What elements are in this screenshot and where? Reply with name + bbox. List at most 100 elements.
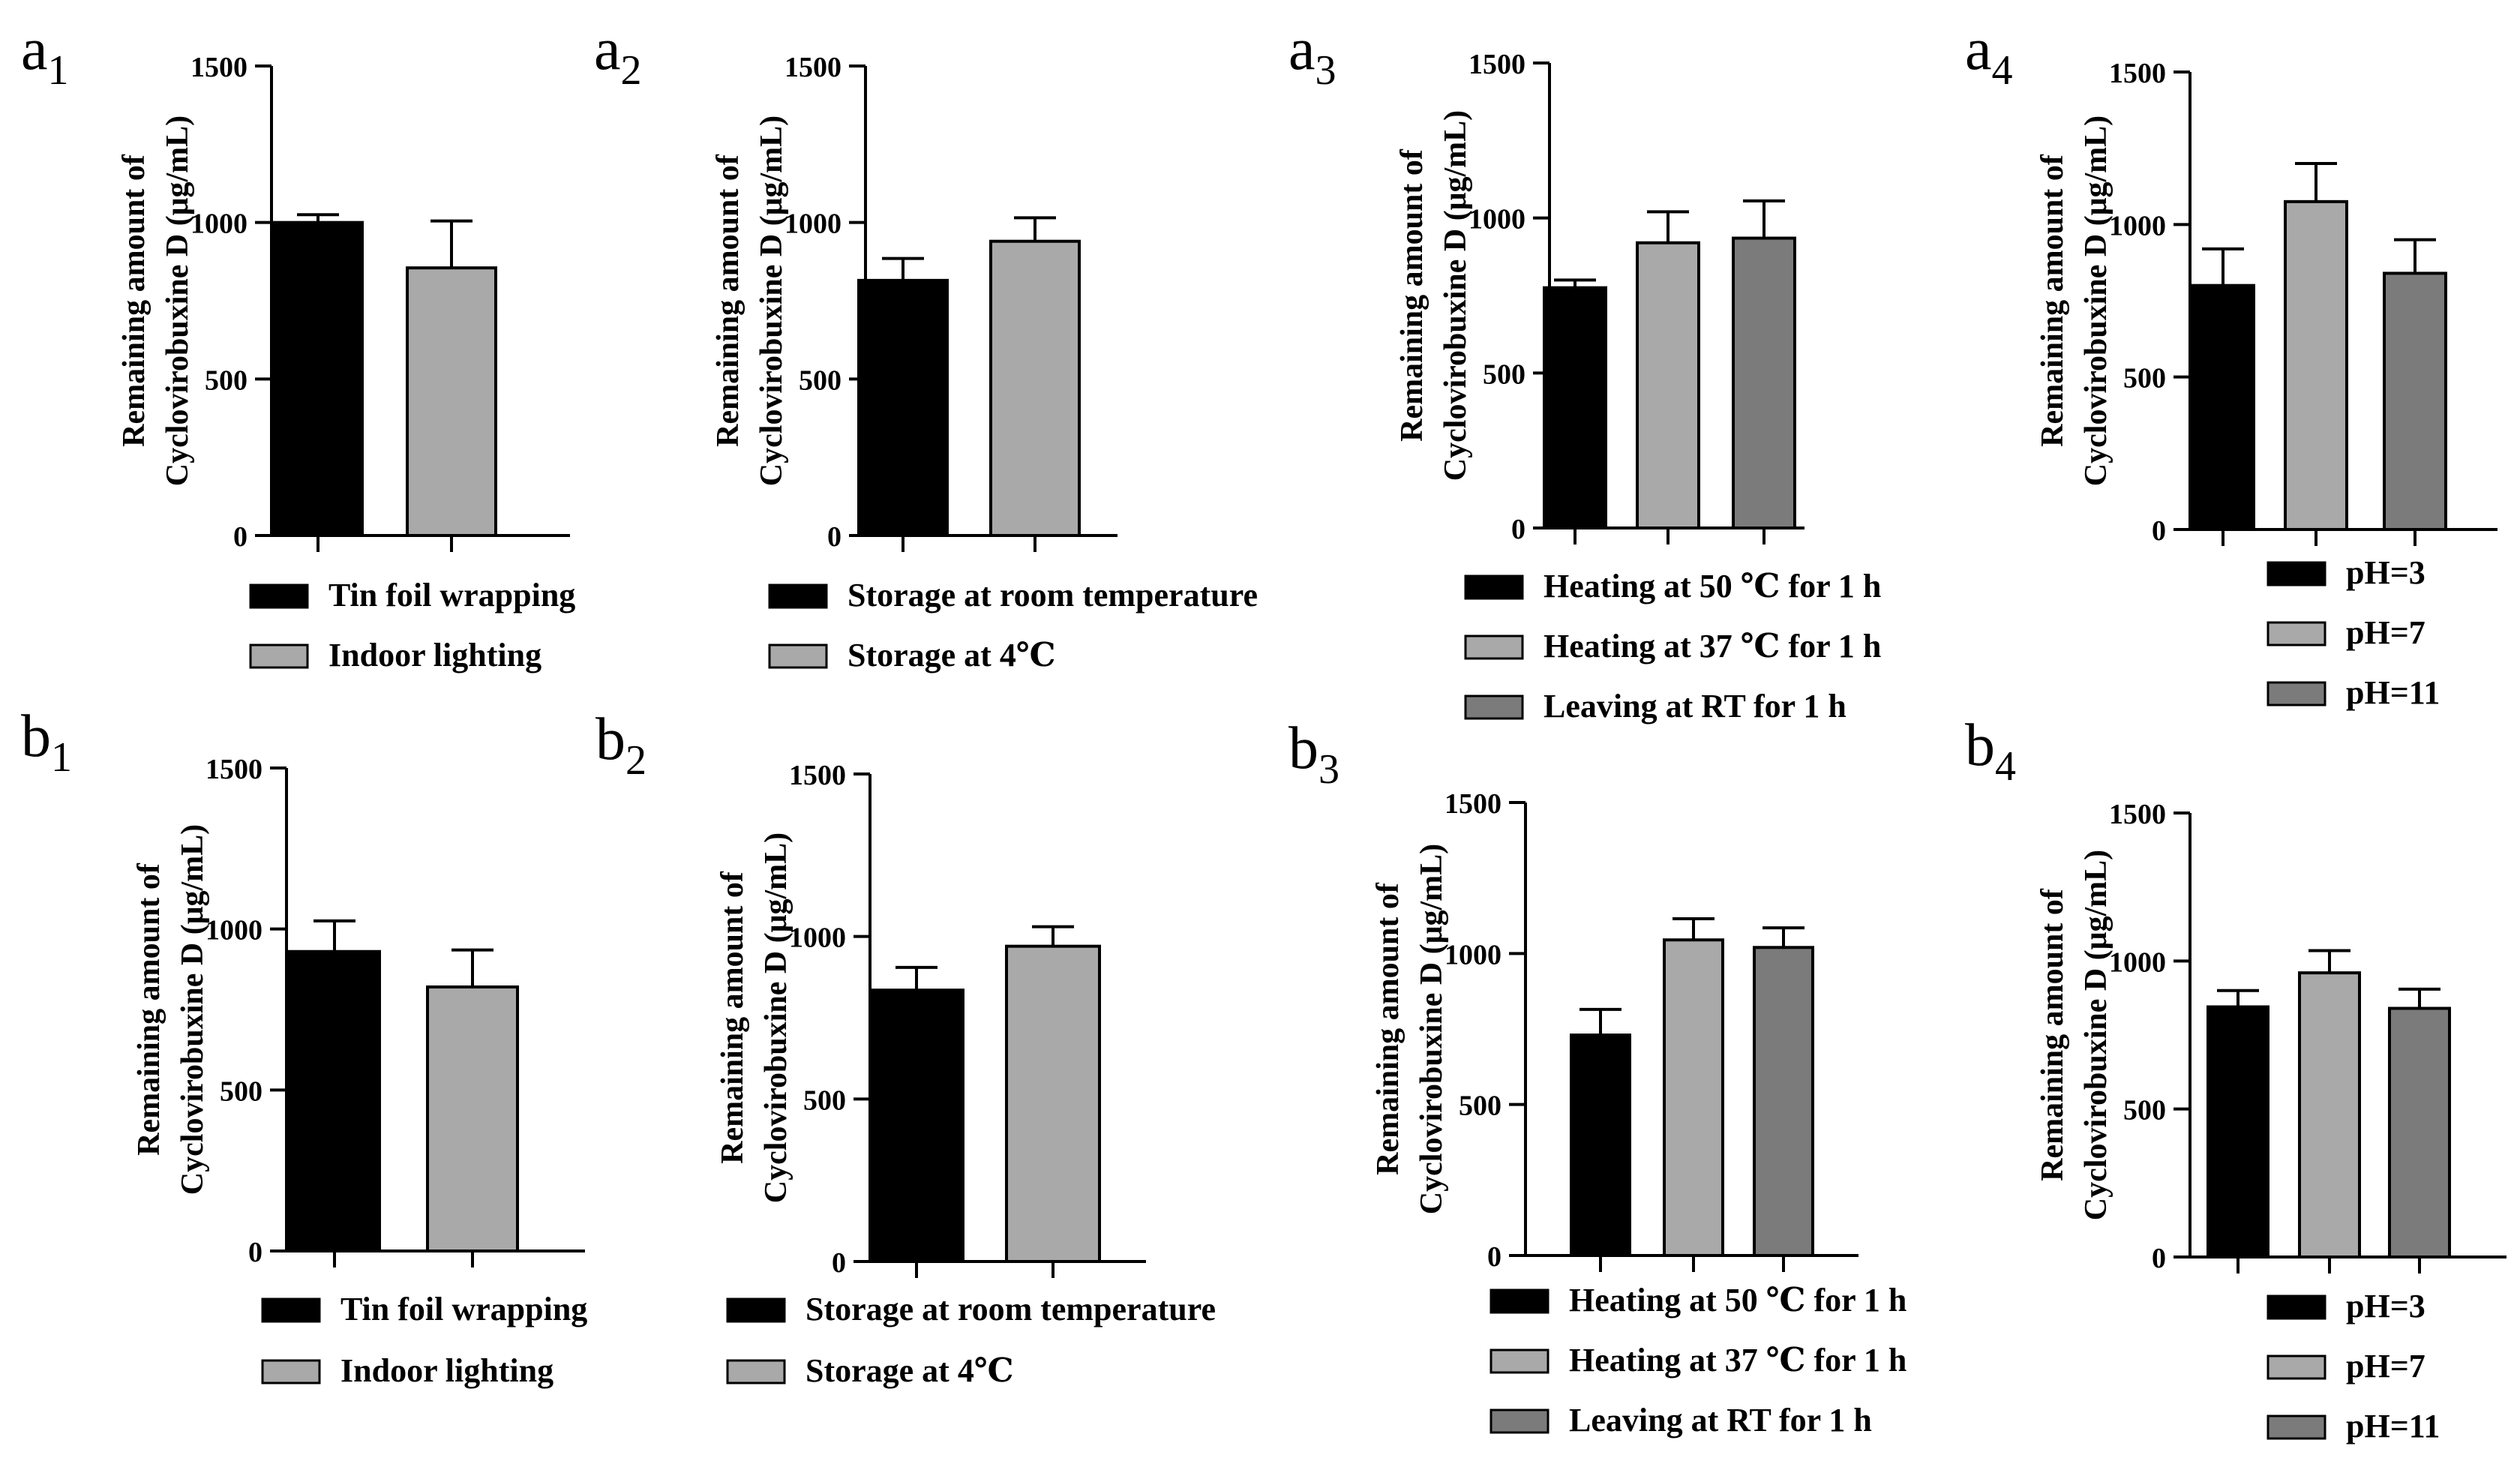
y-tick-label-a4: 1500 (2109, 58, 2166, 89)
bar-a2-2 (989, 239, 1081, 537)
bar-b4-2 (2298, 971, 2361, 1258)
legend-swatch-a2-1 (768, 584, 828, 609)
legend-swatch-a3-3 (1464, 694, 1524, 720)
y-tick-label-a4: 1000 (2109, 210, 2166, 242)
legend-swatch-a1-2 (249, 644, 309, 669)
legend-swatch-a4-3 (2266, 681, 2326, 706)
legend-label-b1-2: Indoor lighting (340, 1352, 554, 1389)
y-axis-title-a3: Remaining amount of Cyclovirobuxine D (μg… (1395, 110, 1473, 481)
legend-label-a3-1: Heating at 50 ℃ for 1 h (1544, 568, 1881, 604)
y-tick-label-b4: 1500 (2109, 799, 2166, 830)
legend-swatch-a3-2 (1464, 634, 1524, 660)
legend-swatch-b1-1 (261, 1298, 321, 1323)
legend-label-a3-2: Heating at 37 ℃ for 1 h (1544, 628, 1881, 664)
legend-label-b4-1: pH=3 (2346, 1288, 2426, 1324)
y-axis-title-b2: Remaining amount of Cyclovirobuxine D (μg… (716, 832, 794, 1203)
bar-a3-3 (1732, 236, 1796, 530)
y-axis-title-a4: Remaining amount of Cyclovirobuxine D (μg… (2036, 116, 2114, 486)
y-tick-label-b3: 500 (1459, 1090, 1502, 1122)
panel-label-b2: b2 (596, 706, 646, 784)
panel-label-b1: b1 (21, 704, 72, 781)
y-tick-label-b2: 500 (803, 1084, 846, 1116)
panel-label-a2: a2 (594, 16, 642, 94)
bar-b3-3 (1753, 946, 1814, 1258)
bar-b1-1 (288, 950, 381, 1252)
legend-label-a4-3: pH=11 (2346, 674, 2440, 711)
bar-b2-1 (868, 988, 964, 1263)
panel-label-a4: a4 (1965, 16, 2013, 94)
legend-swatch-b4-1 (2266, 1294, 2326, 1320)
y-tick-label-b4: 500 (2123, 1095, 2166, 1126)
panel-b2: b2 Remaining amount of Cyclovirobuxine D (… (596, 706, 1216, 1389)
y-tick-label-a3: 1500 (1468, 49, 1526, 80)
panel-b1: b1 Remaining amount of Cyclovirobuxine D (… (21, 704, 587, 1389)
legend-swatch-b3-1 (1490, 1288, 1550, 1314)
legend-swatch-b3-2 (1490, 1348, 1550, 1374)
legend-swatch-b4-3 (2266, 1414, 2326, 1440)
legend-swatch-a3-1 (1464, 574, 1524, 600)
panel-label-b3: b3 (1288, 716, 1340, 793)
bar-a3-1 (1543, 286, 1607, 530)
panel-a2: a2 Remaining amount of Cyclovirobuxine D (… (594, 16, 1258, 674)
y-tick-label-a3: 500 (1483, 358, 1526, 390)
bar-a1-1 (272, 220, 364, 537)
y-tick-label-a1: 1000 (190, 208, 248, 240)
legend-swatch-b2-1 (726, 1298, 786, 1323)
y-axis-title-b3: Remaining amount of Cyclovirobuxine D (μg… (1371, 844, 1449, 1214)
bar-a4-2 (2284, 200, 2348, 531)
bar-b3-1 (1570, 1034, 1631, 1257)
y-tick-label-b1: 1500 (206, 754, 262, 785)
y-tick-label-b4: 1000 (2109, 946, 2166, 978)
y-axis-title-a2: Remaining amount of Cyclovirobuxine D (μg… (711, 116, 789, 486)
bar-a4-3 (2383, 272, 2447, 531)
y-tick-label-b3: 0 (1487, 1241, 1502, 1273)
legend-label-a3-3: Leaving at RT for 1 h (1544, 688, 1846, 724)
panel-a1: a1 Remaining amount of Cyclovirobuxine D (… (21, 16, 575, 674)
legend-label-a2-2: Storage at 4℃ (848, 637, 1056, 674)
y-tick-label-b1: 500 (220, 1076, 262, 1107)
legend-label-b1-1: Tin foil wrapping (340, 1291, 587, 1328)
y-axis-title-b4: Remaining amount of Cyclovirobuxine D (μg… (2036, 850, 2114, 1220)
legend-label-a1-1: Tin foil wrapping (328, 577, 575, 614)
legend-swatch-a2-2 (768, 644, 828, 669)
y-tick-label-a1: 0 (233, 521, 248, 553)
panel-label-a3: a3 (1288, 16, 1336, 94)
bar-b1-2 (426, 985, 519, 1252)
y-tick-label-b1: 0 (248, 1237, 262, 1268)
bar-a1-2 (406, 266, 497, 537)
bar-a3-2 (1636, 241, 1700, 530)
legend-swatch-b2-2 (726, 1359, 786, 1384)
y-tick-label-a2: 0 (827, 521, 842, 553)
y-tick-label-a1: 1500 (190, 52, 248, 83)
y-tick-label-b2: 1500 (789, 760, 846, 791)
legend-label-a2-1: Storage at room temperature (848, 577, 1258, 614)
legend-label-b2-1: Storage at room temperature (806, 1291, 1216, 1328)
y-tick-label-b2: 1000 (789, 922, 846, 954)
y-tick-label-a3: 1000 (1468, 204, 1526, 236)
bar-b3-2 (1663, 938, 1724, 1258)
panel-a3: a3 Remaining amount of Cyclovirobuxine D (… (1288, 16, 1881, 724)
legend-label-b3-2: Heating at 37 ℃ for 1 h (1569, 1342, 1906, 1378)
legend-label-a1-2: Indoor lighting (328, 637, 542, 674)
legend-label-b2-2: Storage at 4℃ (806, 1352, 1014, 1389)
y-tick-label-b3: 1000 (1444, 939, 1502, 970)
y-tick-label-a2: 1000 (784, 208, 842, 240)
bar-b4-3 (2388, 1006, 2451, 1258)
panel-label-a1: a1 (21, 16, 69, 94)
y-axis-title-a1: Remaining amount of Cyclovirobuxine D (μg… (117, 116, 195, 486)
y-tick-label-a2: 500 (799, 364, 842, 396)
legend-swatch-b3-3 (1490, 1408, 1550, 1434)
legend-label-b3-1: Heating at 50 ℃ for 1 h (1569, 1282, 1906, 1318)
legend-label-b4-2: pH=7 (2346, 1348, 2426, 1384)
y-tick-label-a3: 0 (1511, 514, 1526, 545)
panel-label-b4: b4 (1965, 712, 2016, 790)
legend-swatch-a4-2 (2266, 621, 2326, 646)
y-tick-label-a4: 500 (2123, 363, 2166, 394)
y-tick-label-b3: 1500 (1444, 788, 1502, 820)
legend-label-a4-1: pH=3 (2346, 554, 2426, 591)
legend-swatch-b1-2 (261, 1359, 321, 1384)
y-tick-label-a4: 0 (2152, 515, 2166, 547)
bar-a4-1 (2191, 284, 2255, 531)
bar-b4-1 (2206, 1005, 2270, 1259)
